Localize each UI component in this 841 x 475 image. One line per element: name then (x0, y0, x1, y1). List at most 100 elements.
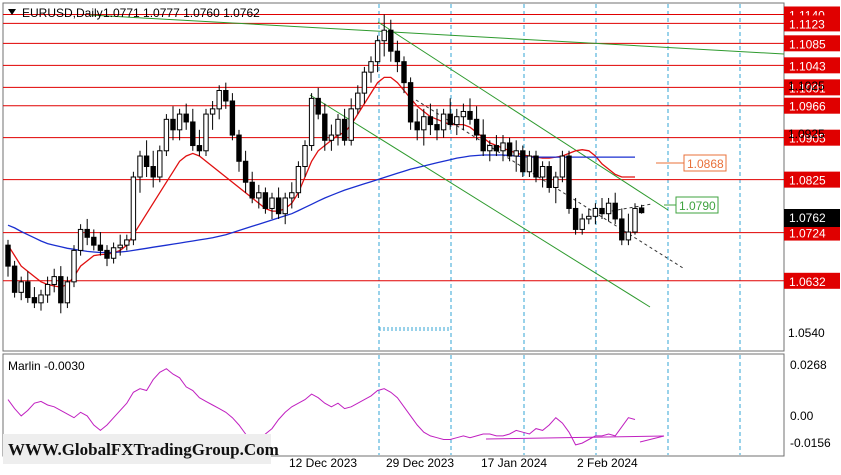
candle (605, 197, 612, 222)
candle (315, 87, 321, 120)
candle (124, 234, 130, 251)
candle (487, 140, 493, 162)
candle (308, 93, 315, 151)
current-price-label: 1.0762 (789, 211, 826, 225)
candle (612, 192, 618, 225)
candle (493, 135, 500, 157)
candle (500, 135, 506, 162)
level-label-box (784, 35, 840, 52)
candle (572, 197, 579, 235)
level-label: 1.0724 (789, 227, 826, 241)
candle (361, 66, 368, 104)
candle (209, 100, 216, 130)
candle (553, 171, 559, 204)
level-label-box (784, 97, 840, 114)
candle (592, 203, 599, 225)
candle (467, 98, 473, 125)
candle (216, 85, 222, 120)
candle (328, 124, 335, 151)
level-label: 1.1123 (789, 17, 825, 31)
candle (58, 266, 64, 314)
candle (427, 103, 434, 136)
candle (38, 289, 44, 311)
candle (374, 35, 381, 73)
trendline-long (89, 14, 785, 55)
candle (302, 140, 308, 177)
candle (473, 106, 480, 141)
date-tick-label: 12 Dec 2023 (289, 456, 357, 470)
candle (150, 150, 156, 188)
candle (559, 150, 566, 183)
oscillator-support-line (485, 435, 665, 440)
oscillator-label: Marlin -0.0030 (8, 359, 85, 373)
date-tick-label: 17 Jan 2024 (481, 456, 547, 470)
candle (599, 197, 605, 219)
osc-tick-label: -0.0156 (790, 436, 831, 450)
level-label-box (784, 224, 840, 241)
candle (203, 108, 209, 157)
target-box-2 (675, 196, 719, 214)
candle (157, 145, 163, 183)
oscillator-line (7, 368, 636, 446)
level-label-box (784, 272, 840, 289)
candle (539, 161, 546, 188)
candle (44, 276, 51, 303)
candle (130, 171, 137, 246)
ohlc-readout: 1.0771 1.0777 1.0760 1.0762 (103, 6, 260, 20)
candle (440, 108, 447, 138)
candle (401, 56, 407, 94)
candle (289, 182, 295, 209)
level-label: 1.1001 (789, 81, 826, 95)
candle (97, 232, 104, 256)
candle (183, 103, 189, 130)
price-tick-label: 1.0540 (788, 326, 825, 340)
candle (625, 213, 632, 246)
watermark-text: WWW.GlobalFXTradingGroup.Com (8, 440, 279, 459)
target-label-2: 1.0790 (679, 199, 716, 213)
candle (348, 98, 354, 146)
candle (190, 108, 196, 151)
candle (421, 108, 427, 146)
level-label: 1.0632 (789, 275, 826, 289)
candle (236, 129, 242, 172)
candle (394, 40, 401, 73)
current-price-box (784, 209, 840, 227)
candle (51, 268, 57, 293)
candle (513, 140, 519, 172)
candle (295, 161, 302, 198)
candle (5, 239, 11, 277)
candle (25, 271, 31, 303)
candle (447, 98, 453, 130)
candle (269, 192, 275, 219)
candle (196, 129, 203, 157)
level-label-box (784, 79, 840, 96)
price-tick-label: 1.0925 (788, 127, 825, 141)
candle (71, 245, 77, 288)
candle (638, 204, 645, 214)
dropdown-arrow-icon[interactable] (8, 9, 16, 15)
osc-tick-label: 0.0268 (790, 358, 827, 372)
symbol-timeframe: EURUSD,Daily (22, 6, 103, 20)
candle (381, 14, 387, 57)
osc-tick-label: 0.00 (790, 409, 814, 423)
candle (460, 103, 467, 130)
level-label: 1.0966 (789, 100, 826, 114)
candle (137, 150, 143, 193)
candle (18, 276, 24, 301)
candle (84, 218, 90, 246)
level-label-box (784, 15, 840, 32)
candle (566, 150, 572, 214)
candle (170, 106, 176, 141)
candle (256, 184, 262, 209)
candle (520, 145, 526, 177)
target-box-1 (683, 154, 727, 172)
date-tick-label: 29 Dec 2023 (386, 456, 454, 470)
candle (355, 85, 361, 115)
candle (77, 224, 84, 256)
channel-lower-line (309, 94, 651, 308)
candle (242, 150, 249, 193)
target-label-1: 1.0868 (687, 157, 724, 171)
candle (91, 229, 97, 251)
candle (104, 245, 110, 267)
